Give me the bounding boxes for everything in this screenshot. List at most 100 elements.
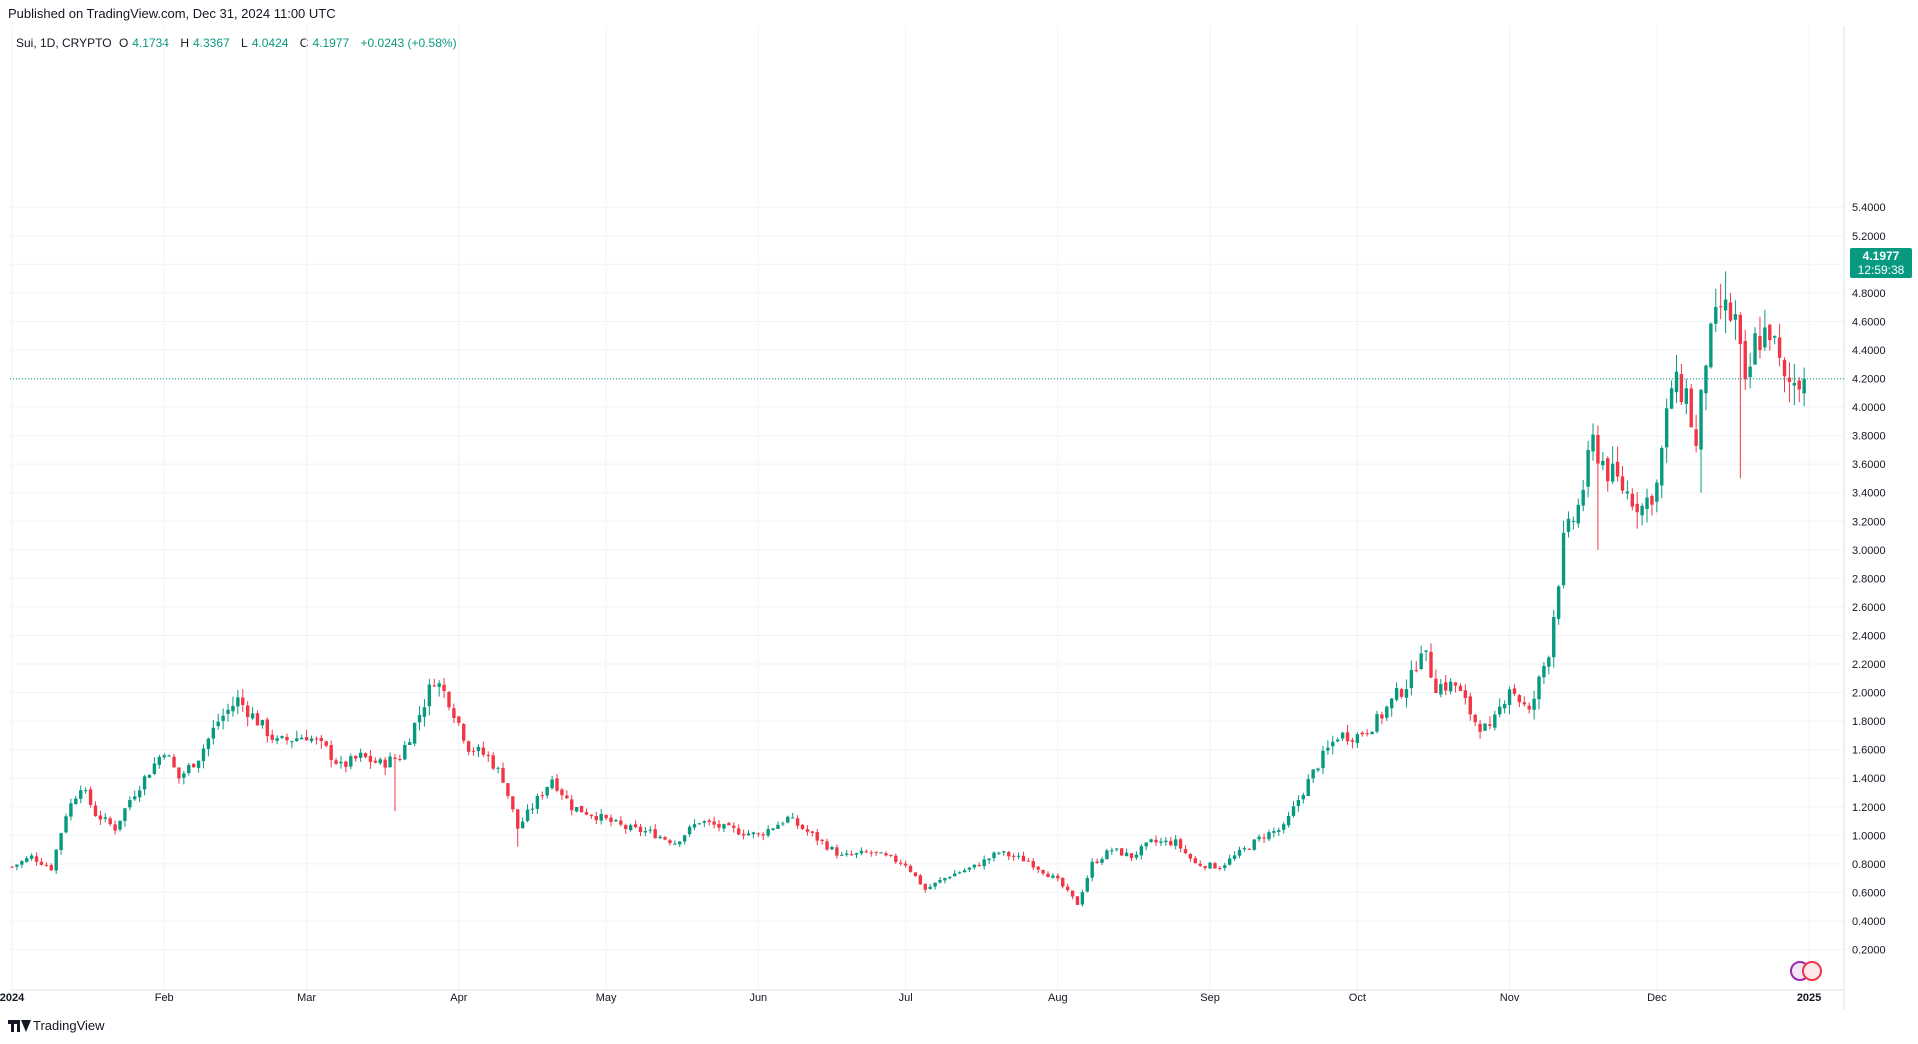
candle-body [1448, 681, 1453, 692]
candle-body [54, 849, 58, 871]
candle-body [1169, 840, 1173, 846]
candle-body [1173, 839, 1178, 846]
candle-body [295, 738, 299, 742]
candle-body [516, 809, 520, 829]
candle-body [1630, 493, 1634, 507]
candle-body [1527, 705, 1531, 710]
candle-body [1144, 842, 1148, 847]
candle-body [1718, 306, 1723, 308]
candle-body [329, 745, 333, 760]
candle-body [1512, 688, 1517, 694]
candle-body [722, 824, 726, 829]
candle-body [511, 796, 515, 810]
candle-body [44, 864, 49, 866]
x-tick-label: Dec [1647, 992, 1667, 1004]
candle-body [790, 817, 795, 819]
event-icon-2[interactable] [1802, 961, 1822, 981]
candle-body [1591, 434, 1595, 452]
candle-body [98, 815, 103, 820]
candle-body [1581, 489, 1585, 506]
candle-body [1787, 377, 1792, 382]
candle-body [1286, 816, 1291, 826]
candle-body [1728, 302, 1733, 321]
candle-body [59, 833, 63, 851]
candle-body [211, 727, 216, 739]
candle-body [1625, 491, 1630, 494]
economic-events-icon[interactable] [1790, 959, 1826, 983]
candle-body [1802, 378, 1806, 394]
candle-body [412, 722, 417, 744]
candle-body [1051, 875, 1055, 878]
candle-body [1326, 747, 1330, 751]
candle-body [79, 790, 83, 799]
candle-body [1753, 333, 1757, 365]
candle-body [1036, 866, 1040, 870]
y-tick-label: 5.2000 [1852, 231, 1886, 243]
legend-high-label: H [180, 36, 189, 50]
candle-body [403, 744, 407, 760]
candle-body [1065, 886, 1070, 891]
candle-body [1723, 299, 1728, 311]
candle-body [1429, 651, 1433, 678]
candle-body [1306, 779, 1310, 796]
candle-body [1281, 824, 1286, 830]
candle-body [1002, 851, 1006, 853]
candle-body [1321, 750, 1325, 769]
candle-body [584, 812, 589, 815]
candle-body [1714, 306, 1718, 324]
candle-body [1610, 463, 1615, 482]
legend-symbol[interactable]: Sui, 1D, CRYPTO [16, 36, 112, 50]
candle-body [1517, 695, 1522, 703]
candle-body [177, 767, 181, 779]
candle-body [1468, 696, 1472, 715]
candle-body [1458, 685, 1463, 691]
candle-body [1561, 532, 1566, 586]
x-tick-label: Jun [749, 992, 767, 1004]
candle-body [810, 831, 815, 833]
candle-body [899, 862, 903, 864]
candle-body [550, 779, 554, 789]
y-tick-label: 0.8000 [1852, 859, 1886, 871]
candle-body [972, 864, 977, 868]
candle-body [1007, 852, 1011, 857]
candle-body [609, 817, 613, 823]
candle-body [1601, 460, 1605, 466]
candle-body [1070, 890, 1075, 897]
candle-body [697, 823, 702, 825]
candle-body [997, 852, 1001, 854]
candle-body [393, 757, 397, 760]
candle-body [1336, 739, 1340, 742]
candle-body [270, 734, 274, 740]
y-tick-label: 2.2000 [1852, 659, 1886, 671]
candle-body [319, 737, 324, 742]
candle-body [255, 713, 260, 726]
candle-body [349, 756, 353, 767]
candle-body [889, 854, 893, 856]
candle-body [1669, 388, 1674, 409]
candle-body [1183, 849, 1188, 854]
candle-body [643, 831, 648, 833]
candle-body [938, 880, 942, 883]
candle-body [565, 795, 569, 799]
candle-body [74, 798, 78, 805]
candle-body [1493, 714, 1497, 728]
candle-body [530, 808, 535, 810]
y-tick-label: 3.0000 [1852, 545, 1886, 557]
candle-body [471, 750, 476, 752]
candle-body [800, 824, 805, 830]
candle-body [1507, 689, 1512, 705]
candle-body [864, 851, 869, 853]
candle-body [638, 826, 643, 833]
candle-body [594, 816, 598, 821]
candle-body [1272, 831, 1276, 833]
candle-body [83, 790, 88, 792]
candle-body [1360, 732, 1364, 735]
candle-body [191, 763, 196, 768]
candle-body [1502, 704, 1507, 709]
candle-body [1763, 327, 1767, 348]
y-tick-label: 3.6000 [1852, 459, 1886, 471]
x-tick-label: Apr [450, 992, 467, 1004]
candle-body [1782, 359, 1787, 377]
candle-body [20, 861, 24, 865]
